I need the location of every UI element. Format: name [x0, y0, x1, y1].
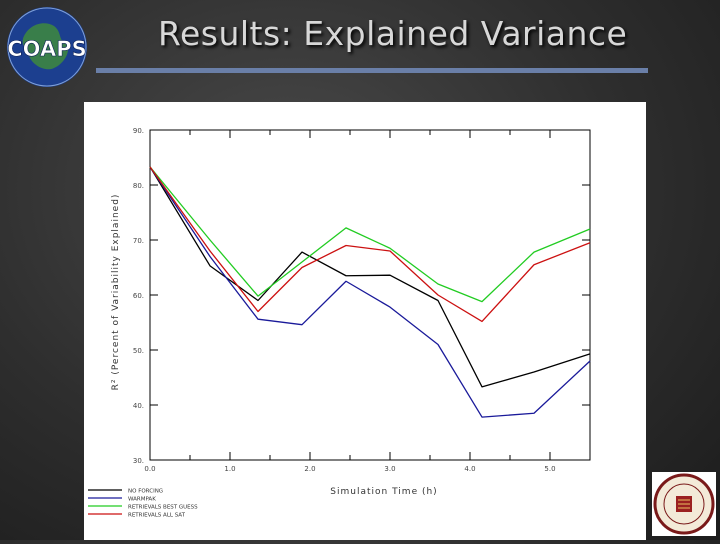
series-layer — [149, 166, 591, 418]
ticks-layer: 30. 40. 50. 60. 70. 80. 90. 0.0 1.0 2.0 3.0 4.0 5.0 — [133, 127, 590, 473]
y-tick-label: 30. — [133, 457, 144, 465]
y-tick-label: 50. — [133, 347, 144, 355]
series-line-2 — [149, 166, 591, 418]
logo-text: COAPS — [7, 37, 86, 61]
legend-label: NO FORCING — [128, 489, 163, 495]
x-tick-label: 2.0 — [304, 465, 315, 473]
series-line-3 — [149, 166, 591, 303]
slide-title: Results: Explained Variance — [158, 14, 628, 53]
title-rule — [96, 68, 648, 73]
series-line-4 — [149, 166, 591, 323]
y-axis-label: R² (Percent of Variability Explained) — [111, 194, 121, 391]
y-tick-label: 70. — [133, 237, 144, 245]
y-tick-label: 80. — [133, 182, 144, 190]
legend-label: WARMPAK — [128, 497, 156, 503]
legend-label: RETRIEVALS ALL SAT — [128, 513, 186, 519]
x-axis-label: Simulation Time (h) — [330, 487, 437, 497]
chart-panel: 30. 40. 50. 60. 70. 80. 90. 0.0 1.0 2.0 3.0 4.0 5.0 … — [84, 102, 646, 540]
coaps-logo: COAPS — [7, 7, 87, 87]
legend: NO FORCING WARMPAK RETRIEVALS BEST GUESS RE… — [88, 489, 198, 519]
x-tick-label: 3.0 — [384, 465, 395, 473]
y-tick-label: 40. — [133, 402, 144, 410]
x-tick-label: 1.0 — [224, 465, 235, 473]
explained-variance-chart: 30.40.50.60.70.80.90.0.0 1.0 2.0 3.0 4.0 5.0 … — [88, 127, 591, 519]
x-tick-label: 5.0 — [544, 465, 555, 473]
series-line-1 — [149, 166, 591, 388]
legend-label: RETRIEVALS BEST GUESS — [128, 505, 198, 511]
university-seal — [652, 472, 716, 536]
y-tick-label: 90. — [133, 127, 144, 135]
y-tick-label: 60. — [133, 292, 144, 300]
x-tick-label: 0.0 — [144, 465, 155, 473]
x-tick-label: 4.0 — [464, 465, 475, 473]
